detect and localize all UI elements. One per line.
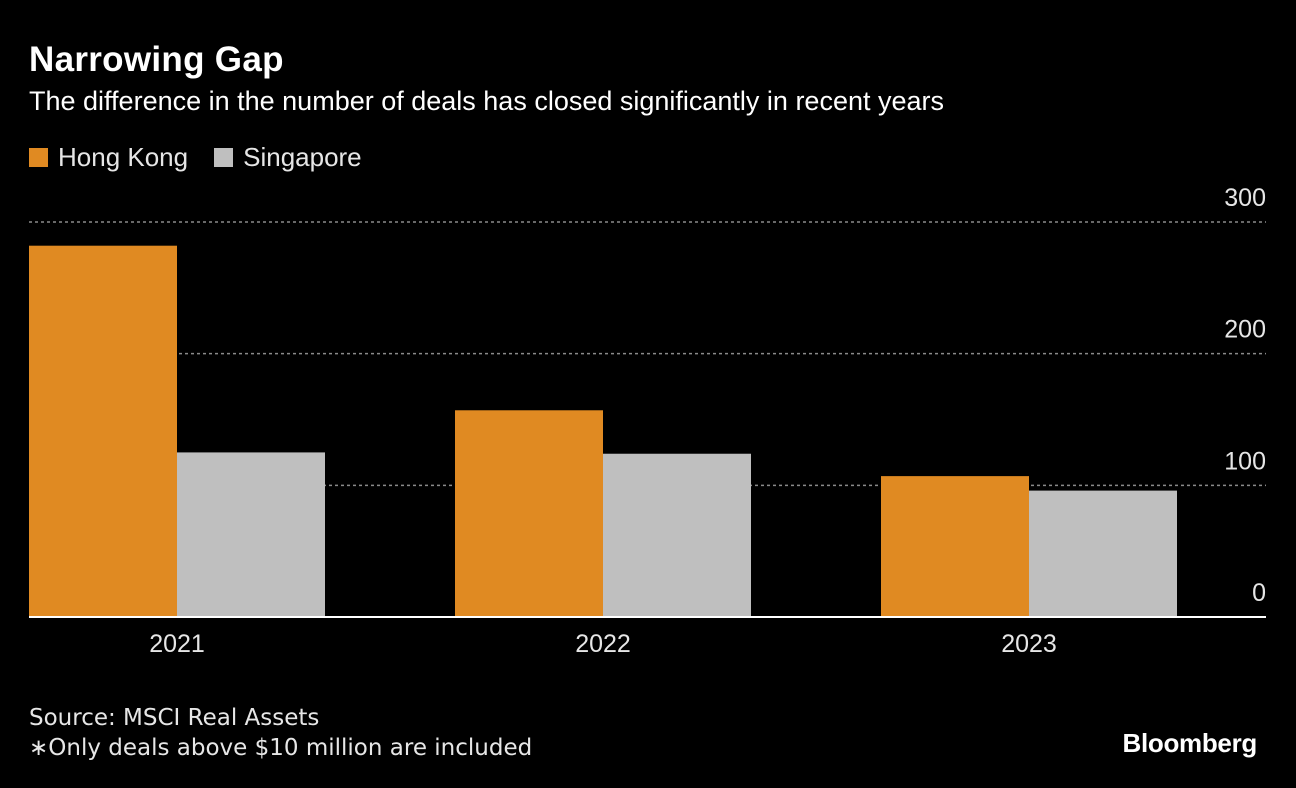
bar-hong-kong-2022 bbox=[455, 410, 603, 617]
chart-subtitle: The difference in the number of deals ha… bbox=[29, 86, 945, 116]
x-tick-label-2021: 2021 bbox=[149, 630, 205, 658]
bloomberg-logo: Bloomberg bbox=[1122, 728, 1257, 758]
footnote: ∗Only deals above $10 million are includ… bbox=[29, 735, 533, 761]
source-note: Source: MSCI Real Assets bbox=[29, 705, 320, 731]
bar-singapore-2022 bbox=[603, 453, 751, 617]
legend-item-singapore: Singapore bbox=[214, 142, 362, 173]
footer-notes: Source: MSCI Real Assets ∗Only deals abo… bbox=[29, 703, 532, 763]
legend-item-hong-kong: Hong Kong bbox=[29, 142, 188, 173]
legend-label-singapore: Singapore bbox=[243, 142, 362, 172]
legend-swatch-hong-kong bbox=[29, 148, 48, 167]
legend-swatch-singapore bbox=[214, 148, 234, 167]
legend-label-hong-kong: Hong Kong bbox=[58, 142, 189, 172]
bar-hong-kong-2023 bbox=[881, 476, 1029, 617]
chart-title: Narrowing Gap bbox=[29, 40, 284, 79]
x-tick-label-2023: 2023 bbox=[1001, 630, 1057, 658]
y-tick-label-100: 100 bbox=[1224, 447, 1266, 475]
legend: Hong Kong Singapore bbox=[29, 142, 388, 173]
y-tick-label-200: 200 bbox=[1224, 316, 1266, 344]
bar-singapore-2021 bbox=[177, 452, 325, 617]
x-tick-label-2022: 2022 bbox=[575, 630, 631, 658]
bar-hong-kong-2021 bbox=[29, 245, 177, 617]
y-tick-label-0: 0 bbox=[1252, 579, 1266, 607]
y-tick-label-300: 300 bbox=[1224, 184, 1266, 212]
bar-singapore-2023 bbox=[1029, 490, 1177, 617]
